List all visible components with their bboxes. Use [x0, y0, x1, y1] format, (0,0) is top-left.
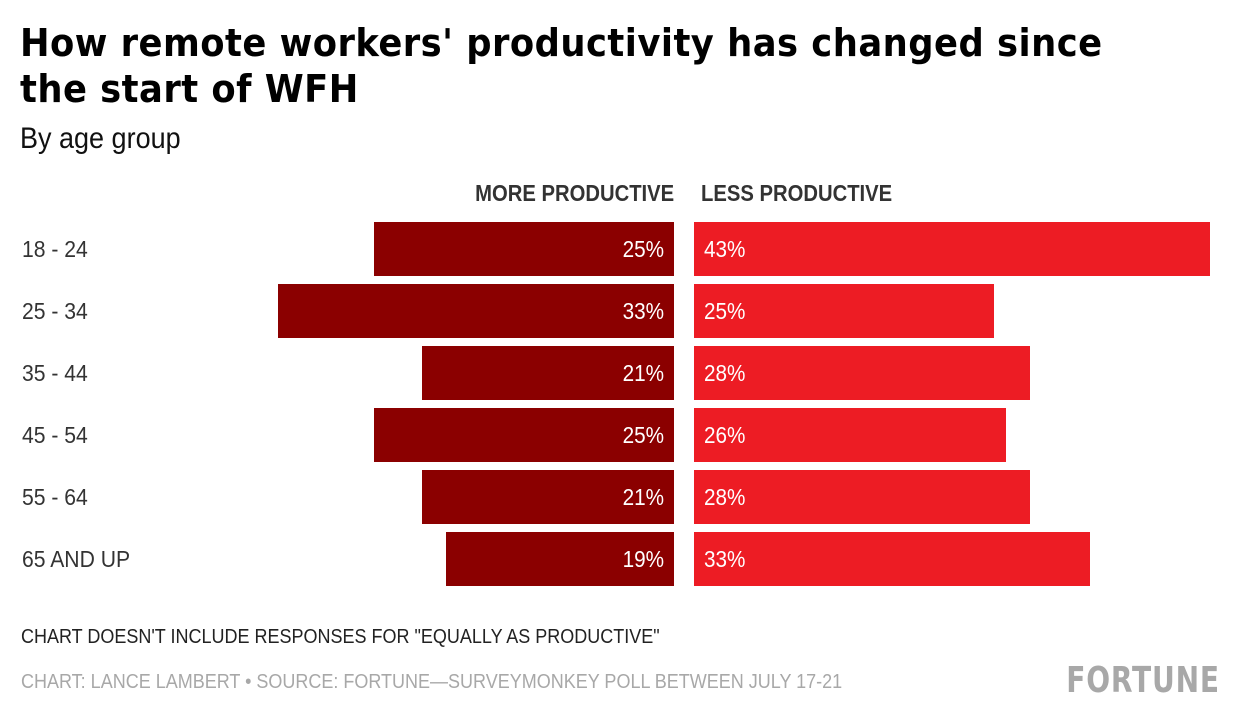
- data-label-more: 33%: [623, 298, 664, 324]
- category-label: 18 - 24: [22, 236, 88, 262]
- data-label-more: 21%: [623, 360, 664, 386]
- bar-more-productive: [278, 284, 674, 338]
- category-labels: 18 - 24 25 - 34 35 - 44 45 - 54 55 - 64 65 AN…: [22, 236, 130, 572]
- data-label-more: 25%: [623, 236, 664, 262]
- bar-more-productive: [422, 346, 674, 400]
- bar-less-productive: [694, 346, 1030, 400]
- bar-less-productive: [694, 470, 1030, 524]
- category-label: 65 AND UP: [22, 546, 130, 572]
- data-label-more: 19%: [623, 546, 664, 572]
- data-label-less: 26%: [704, 422, 745, 448]
- fortune-logo: FORTUNE: [1066, 660, 1220, 701]
- chart-credit: CHART: LANCE LAMBERT • SOURCE: FORTUNE—S…: [21, 671, 843, 693]
- data-label-less: 43%: [704, 236, 745, 262]
- column-header-more-productive: MORE PRODUCTIVE: [474, 180, 674, 206]
- bar-less-productive: [694, 532, 1090, 586]
- bar-less-productive: [694, 408, 1006, 462]
- data-label-more: 21%: [623, 484, 664, 510]
- chart-title: How remote workers' productivity has cha…: [20, 21, 1103, 111]
- bars-less-productive: 43% 25% 28% 26% 28% 33%: [694, 222, 1210, 586]
- data-label-less: 33%: [704, 546, 745, 572]
- bar-less-productive: [694, 222, 1210, 276]
- bar-more-productive: [422, 470, 674, 524]
- data-label-less: 28%: [704, 484, 745, 510]
- chart-subtitle: By age group: [20, 122, 181, 155]
- bars-more-productive: 25% 33% 21% 25% 21% 19%: [278, 222, 674, 586]
- column-header-less-productive: LESS PRODUCTIVE: [701, 180, 893, 206]
- chart-note: CHART DOESN'T INCLUDE RESPONSES FOR "EQU…: [21, 626, 660, 648]
- category-label: 35 - 44: [22, 360, 88, 386]
- category-label: 55 - 64: [22, 484, 88, 510]
- data-label-less: 25%: [704, 298, 745, 324]
- bar-less-productive: [694, 284, 994, 338]
- bar-more-productive: [374, 408, 674, 462]
- data-label-less: 28%: [704, 360, 745, 386]
- category-label: 45 - 54: [22, 422, 88, 448]
- bar-more-productive: [374, 222, 674, 276]
- category-label: 25 - 34: [22, 298, 88, 324]
- data-label-more: 25%: [623, 422, 664, 448]
- bar-more-productive: [446, 532, 674, 586]
